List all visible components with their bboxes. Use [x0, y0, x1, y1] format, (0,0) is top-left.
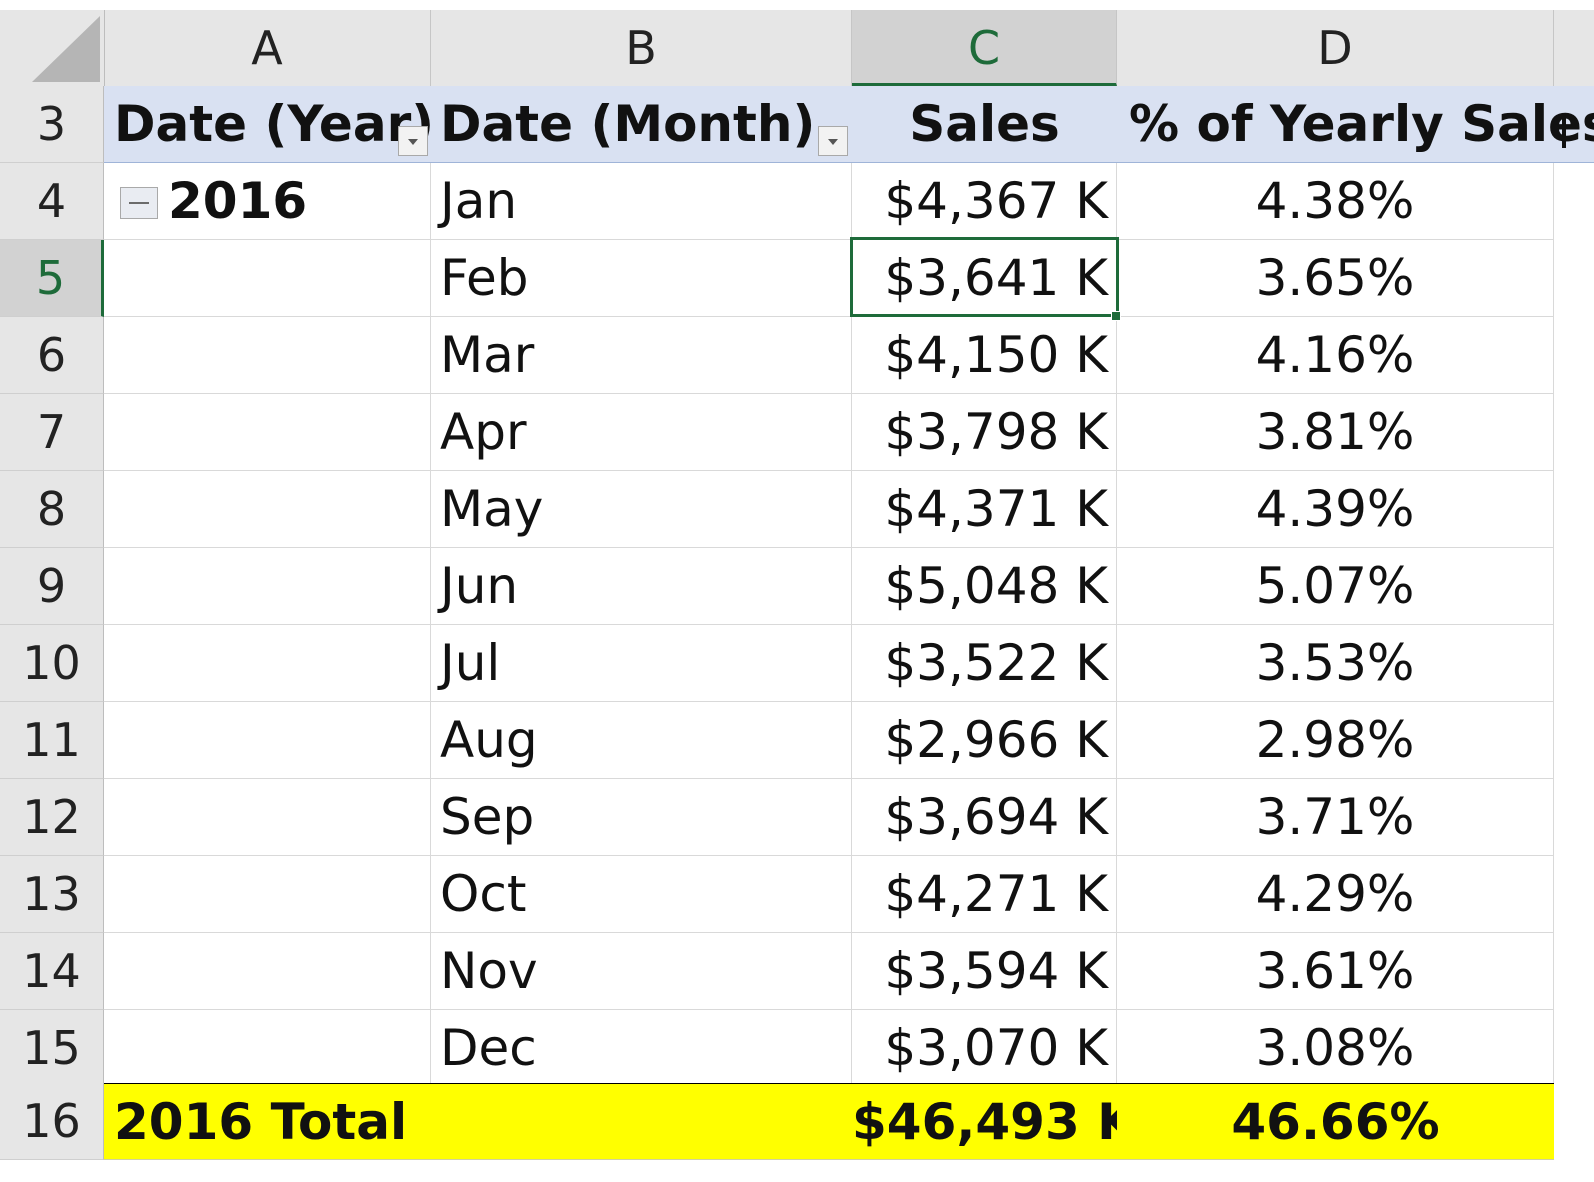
sales-field-header[interactable]: Sales: [852, 86, 1117, 163]
row-number[interactable]: 15: [0, 1010, 104, 1087]
pct-cell[interactable]: 3.71%: [1117, 779, 1554, 856]
total-sales-cell[interactable]: $46,493 K: [852, 1083, 1117, 1160]
pct-cell[interactable]: 4.16%: [1117, 317, 1554, 394]
pct-cell[interactable]: 3.08%: [1117, 1010, 1554, 1087]
sales-cell[interactable]: $2,966 K: [852, 702, 1117, 779]
pct-cell[interactable]: 3.65%: [1117, 240, 1554, 317]
year-cell[interactable]: [104, 471, 431, 548]
table-row: 14 Nov $3,594 K 3.61%: [0, 933, 1594, 1010]
table-row: 6 Mar $4,150 K 4.16%: [0, 317, 1594, 394]
sales-cell[interactable]: $3,522 K: [852, 625, 1117, 702]
year-cell[interactable]: [104, 548, 431, 625]
month-cell[interactable]: Sep: [431, 779, 852, 856]
table-row: 5 Feb $3,641 K 3.65%: [0, 240, 1594, 317]
total-label-cell[interactable]: 2016 Total: [104, 1083, 852, 1160]
year-cell[interactable]: [104, 1010, 431, 1087]
pct-cell[interactable]: 3.53%: [1117, 625, 1554, 702]
sales-cell[interactable]: $3,641 K: [852, 240, 1117, 317]
month-filter-dropdown-icon[interactable]: [818, 126, 848, 156]
table-row: 7 Apr $3,798 K 3.81%: [0, 394, 1594, 471]
fill-handle[interactable]: [1111, 311, 1121, 321]
column-header-c[interactable]: C: [852, 10, 1117, 86]
table-row: 15 Dec $3,070 K 3.08%: [0, 1010, 1594, 1087]
grand-total-row: 16 2016 Total $46,493 K 46.66%: [0, 1083, 1594, 1160]
month-cell[interactable]: Mar: [431, 317, 852, 394]
year-cell[interactable]: [104, 317, 431, 394]
table-row: 11 Aug $2,966 K 2.98%: [0, 702, 1594, 779]
row-number[interactable]: 16: [0, 1083, 104, 1160]
row-number[interactable]: 8: [0, 471, 104, 548]
row-number[interactable]: 11: [0, 702, 104, 779]
table-row: 13 Oct $4,271 K 4.29%: [0, 856, 1594, 933]
pct-cell[interactable]: 4.39%: [1117, 471, 1554, 548]
column-header-bar: A B C D: [0, 10, 1594, 87]
year-cell[interactable]: [104, 394, 431, 471]
row-number[interactable]: 14: [0, 933, 104, 1010]
year-cell[interactable]: [104, 625, 431, 702]
pct-cell[interactable]: 3.61%: [1117, 933, 1554, 1010]
pct-yearly-sales-header[interactable]: % of Yearly Sales: [1117, 86, 1594, 163]
column-header-a[interactable]: A: [104, 10, 431, 86]
sales-cell[interactable]: $4,367 K: [852, 163, 1117, 240]
sales-cell[interactable]: $3,798 K: [852, 394, 1117, 471]
collapse-minus-icon[interactable]: [120, 187, 158, 219]
sales-cell[interactable]: $4,150 K: [852, 317, 1117, 394]
row-number[interactable]: 9: [0, 548, 104, 625]
pct-cell[interactable]: 2.98%: [1117, 702, 1554, 779]
sales-cell[interactable]: $4,271 K: [852, 856, 1117, 933]
sales-cell[interactable]: $3,694 K: [852, 779, 1117, 856]
table-row: 9 Jun $5,048 K 5.07%: [0, 548, 1594, 625]
column-header-b[interactable]: B: [431, 10, 852, 86]
month-cell[interactable]: Jun: [431, 548, 852, 625]
pct-cell[interactable]: 4.38%: [1117, 163, 1554, 240]
sales-cell[interactable]: $3,070 K: [852, 1010, 1117, 1087]
month-cell[interactable]: Dec: [431, 1010, 852, 1087]
month-cell[interactable]: Oct: [431, 856, 852, 933]
row-number[interactable]: 10: [0, 625, 104, 702]
select-all-triangle-icon: [32, 16, 100, 82]
year-cell[interactable]: [104, 779, 431, 856]
year-cell[interactable]: 2016: [104, 163, 431, 240]
month-cell[interactable]: Aug: [431, 702, 852, 779]
table-row: 8 May $4,371 K 4.39%: [0, 471, 1594, 548]
table-row: 10 Jul $3,522 K 3.53%: [0, 625, 1594, 702]
sales-cell[interactable]: $3,594 K: [852, 933, 1117, 1010]
year-cell[interactable]: [104, 933, 431, 1010]
row-number[interactable]: 7: [0, 394, 104, 471]
row-number[interactable]: 3: [0, 86, 104, 163]
year-cell[interactable]: [104, 240, 431, 317]
table-row: 12 Sep $3,694 K 3.71%: [0, 779, 1594, 856]
sales-cell[interactable]: $4,371 K: [852, 471, 1117, 548]
month-cell[interactable]: Nov: [431, 933, 852, 1010]
pct-cell[interactable]: 5.07%: [1117, 548, 1554, 625]
month-cell[interactable]: May: [431, 471, 852, 548]
column-e-edge: [1562, 118, 1566, 148]
pct-cell[interactable]: 3.81%: [1117, 394, 1554, 471]
table-row: 4 2016 Jan $4,367 K 4.38%: [0, 163, 1594, 240]
row-number[interactable]: 13: [0, 856, 104, 933]
pivot-header-row: 3 Date (Year) Date (Month) Sales % of Ye…: [0, 86, 1594, 163]
select-all-button[interactable]: [0, 10, 105, 86]
month-cell[interactable]: Jul: [431, 625, 852, 702]
row-number[interactable]: 5: [0, 240, 104, 317]
row-number[interactable]: 6: [0, 317, 104, 394]
year-field-header[interactable]: Date (Year): [104, 86, 431, 163]
month-cell[interactable]: Feb: [431, 240, 852, 317]
pct-cell[interactable]: 4.29%: [1117, 856, 1554, 933]
row-number[interactable]: 4: [0, 163, 104, 240]
year-filter-dropdown-icon[interactable]: [398, 126, 428, 156]
month-cell[interactable]: Apr: [431, 394, 852, 471]
column-header-d[interactable]: D: [1117, 10, 1554, 86]
month-field-header[interactable]: Date (Month): [431, 86, 852, 163]
sales-cell[interactable]: $5,048 K: [852, 548, 1117, 625]
row-number[interactable]: 12: [0, 779, 104, 856]
year-cell[interactable]: [104, 702, 431, 779]
total-pct-cell[interactable]: 46.66%: [1117, 1083, 1554, 1160]
year-cell[interactable]: [104, 856, 431, 933]
month-cell[interactable]: Jan: [431, 163, 852, 240]
